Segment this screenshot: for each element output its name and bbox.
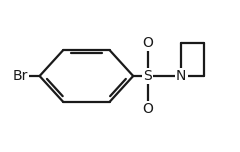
Text: N: N (176, 69, 186, 83)
Text: O: O (142, 102, 153, 116)
Text: O: O (142, 36, 153, 50)
Text: Br: Br (12, 69, 28, 83)
Text: S: S (143, 69, 152, 83)
